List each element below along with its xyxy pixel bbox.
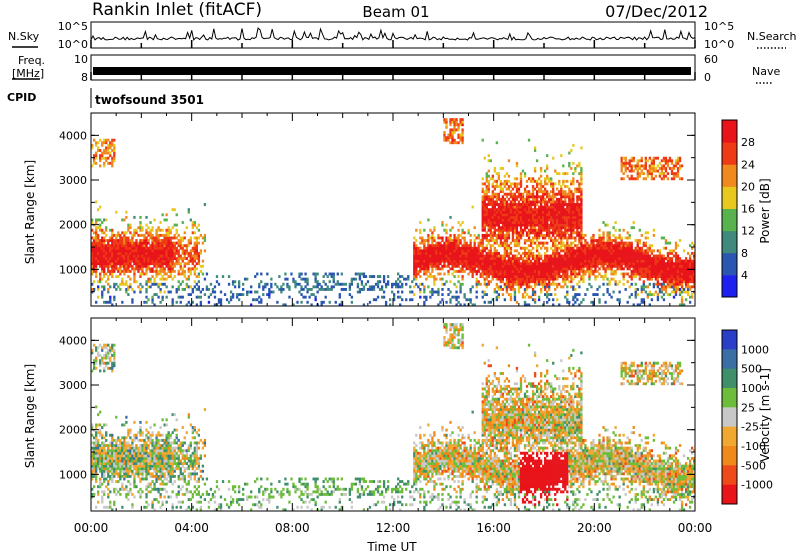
x-tick-label: 00:00 — [678, 521, 713, 535]
velocity-scale-tick: -1000 — [741, 479, 773, 492]
x-tick-label: 16:00 — [476, 521, 511, 535]
power-scale-tick: 8 — [741, 247, 748, 260]
y-tick-label: 1000 — [59, 263, 87, 276]
power-ylabel: Slant Range [km] — [23, 160, 37, 264]
frequency-band — [93, 67, 691, 75]
noise-tick-bottom-left: 10^0 — [58, 38, 88, 51]
x-tick-label: 08:00 — [275, 521, 310, 535]
power-scale-tick: 16 — [741, 203, 755, 216]
velocity-scale-tick: 25 — [741, 401, 755, 414]
velocity-scale-tick: -500 — [741, 459, 766, 472]
frequency-strip: Freq. [MHz] 10 8 60 0 Nave — [12, 53, 780, 84]
freq-tick-bottom: 8 — [81, 71, 88, 84]
power-scale-tick: 28 — [741, 136, 755, 149]
nsearch-label: N.Search — [747, 30, 797, 43]
power-scale-tick: 4 — [741, 269, 748, 282]
freq-units-label: [MHz] — [12, 67, 44, 80]
velocity-scale-tick: -25 — [741, 421, 759, 434]
cpid-label: CPID — [7, 91, 36, 104]
power-scale-tick: 20 — [741, 180, 755, 193]
y-tick-label: 4000 — [59, 129, 87, 142]
x-tick-label: 04:00 — [174, 521, 209, 535]
power-scale-label: Power [dB] — [758, 178, 772, 243]
x-tick-label: 20:00 — [577, 521, 612, 535]
x-tick-label: 12:00 — [376, 521, 411, 535]
nave-tick-bottom: 0 — [704, 71, 711, 84]
velocity-scale-tick: 100 — [741, 382, 762, 395]
power-scale-tick: 12 — [741, 225, 755, 238]
nsky-label: N.Sky — [8, 30, 40, 43]
noise-strip: N.Sky 10^5 10^0 10^5 10^0 N.Search — [8, 20, 797, 51]
y-tick-label: 2000 — [59, 424, 87, 437]
velocity-scale-tick: -100 — [741, 440, 766, 453]
power-panel: 1000 2000 3000 4000 — [59, 112, 696, 307]
cpid-text: twofsound 3501 — [95, 93, 204, 107]
nave-label: Nave — [752, 65, 780, 78]
beam-title: Beam 01 — [362, 3, 429, 21]
station-title: Rankin Inlet (fitACF) — [92, 0, 262, 20]
velocity-scale-tick: 500 — [741, 363, 762, 376]
velocity-ylabel: Slant Range [km] — [23, 364, 37, 468]
freq-tick-top: 10 — [74, 53, 88, 66]
y-tick-label: 3000 — [59, 174, 87, 187]
date-title: 07/Dec/2012 — [605, 2, 708, 21]
y-tick-label: 2000 — [59, 219, 87, 232]
power-colorbar: 4 8 12 16 20 24 28 — [721, 119, 755, 298]
velocity-scale-label: Velocity [m s-1] — [758, 368, 772, 462]
power-scale-tick: 24 — [741, 158, 755, 171]
nave-tick-top: 60 — [704, 53, 718, 66]
freq-label: Freq. — [18, 54, 45, 67]
x-axis-label: Time UT — [366, 540, 417, 554]
y-tick-label: 1000 — [59, 468, 87, 481]
noise-trace — [90, 27, 696, 41]
y-tick-label: 4000 — [59, 334, 87, 347]
noise-tick-top-left: 10^5 — [58, 20, 88, 33]
y-tick-label: 3000 — [59, 379, 87, 392]
velocity-scale-tick: 1000 — [741, 343, 769, 356]
noise-tick-top-right: 10^5 — [704, 20, 734, 33]
x-tick-label: 00:00 — [74, 521, 109, 535]
velocity-colorbar: 1000 500 100 25 -25 -100 -500 -1000 — [721, 329, 773, 505]
noise-tick-bottom-right: 10^0 — [704, 38, 734, 51]
velocity-panel: 1000 2000 3000 4000 — [59, 317, 696, 512]
